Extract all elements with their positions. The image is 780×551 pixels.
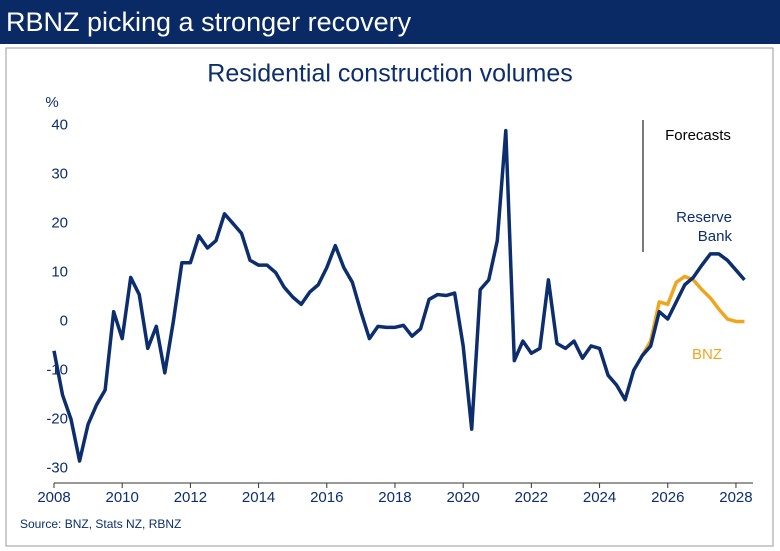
series-line bbox=[52, 128, 746, 463]
x-tick-label: 2024 bbox=[583, 489, 616, 506]
y-axis-label: % bbox=[45, 94, 58, 111]
y-tick-label: 10 bbox=[51, 263, 68, 280]
x-tick-label: 2026 bbox=[651, 489, 684, 506]
chart-frame bbox=[5, 47, 774, 547]
chart: Residential construction volumes % Forec… bbox=[5, 47, 774, 547]
x-tick-label: 2022 bbox=[515, 489, 548, 506]
series-line bbox=[640, 274, 745, 357]
y-tick-label: 0 bbox=[60, 312, 68, 329]
x-tick-label: 2014 bbox=[242, 489, 275, 506]
x-tick-label: 2020 bbox=[446, 489, 479, 506]
source: Source: BNZ, Stats NZ, RBNZ bbox=[20, 517, 181, 531]
x-tick-label: 2028 bbox=[719, 489, 752, 506]
chart-title: Residential construction volumes bbox=[207, 60, 572, 88]
x-tick-label: 2016 bbox=[310, 489, 343, 506]
y-tick-label: -30 bbox=[46, 459, 68, 476]
y-tick-label: -20 bbox=[46, 410, 68, 427]
y-tick-label: 30 bbox=[51, 166, 68, 183]
header-title: RBNZ picking a stronger recovery bbox=[0, 0, 780, 44]
annotation: BNZ bbox=[692, 346, 722, 363]
annotation: Reserve bbox=[676, 209, 732, 226]
x-tick-label: 2018 bbox=[378, 489, 411, 506]
annotation: Forecasts bbox=[665, 127, 731, 144]
y-tick-label: 40 bbox=[51, 117, 68, 134]
x-tick-label: 2012 bbox=[174, 489, 207, 506]
x-tick-label: 2010 bbox=[106, 489, 139, 506]
annotation: Bank bbox=[698, 228, 733, 245]
x-tick-label: 2008 bbox=[37, 489, 70, 506]
y-tick-label: 20 bbox=[51, 215, 68, 232]
